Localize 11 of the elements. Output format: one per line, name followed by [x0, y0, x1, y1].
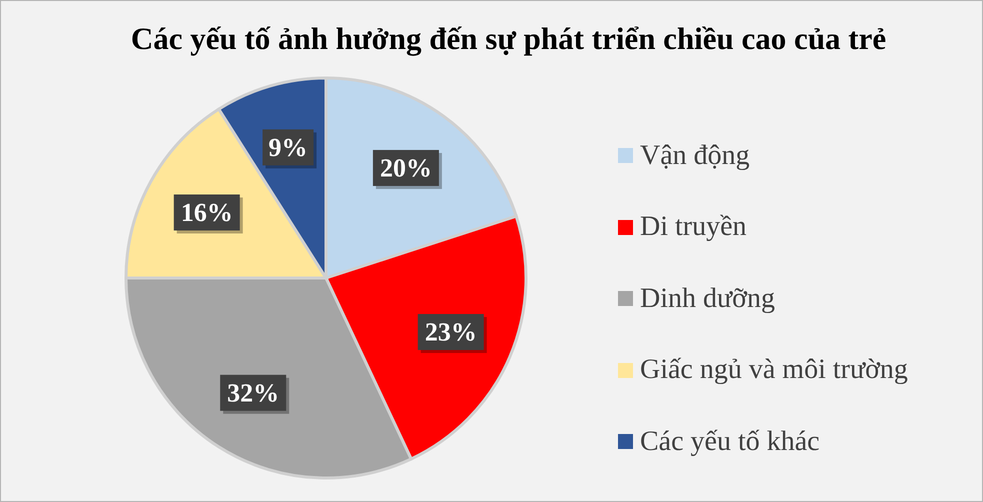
data-label: 16% [180, 198, 233, 227]
legend-label: Di truyền [640, 211, 747, 244]
data-label: 20% [380, 153, 432, 182]
legend-label: Giấc ngủ và môi trường [640, 354, 908, 386]
legend-label: Các yếu tố khác [640, 426, 820, 458]
chart-title: Các yếu tố ảnh hưởng đến sự phát triển chiều cao của trẻ [130, 21, 888, 57]
legend-label: Dinh dưỡng [640, 282, 775, 315]
data-label: 9% [268, 132, 308, 162]
legend-label: Vận động [640, 140, 750, 172]
data-label: 23% [424, 318, 477, 347]
data-label: 32% [227, 378, 280, 408]
